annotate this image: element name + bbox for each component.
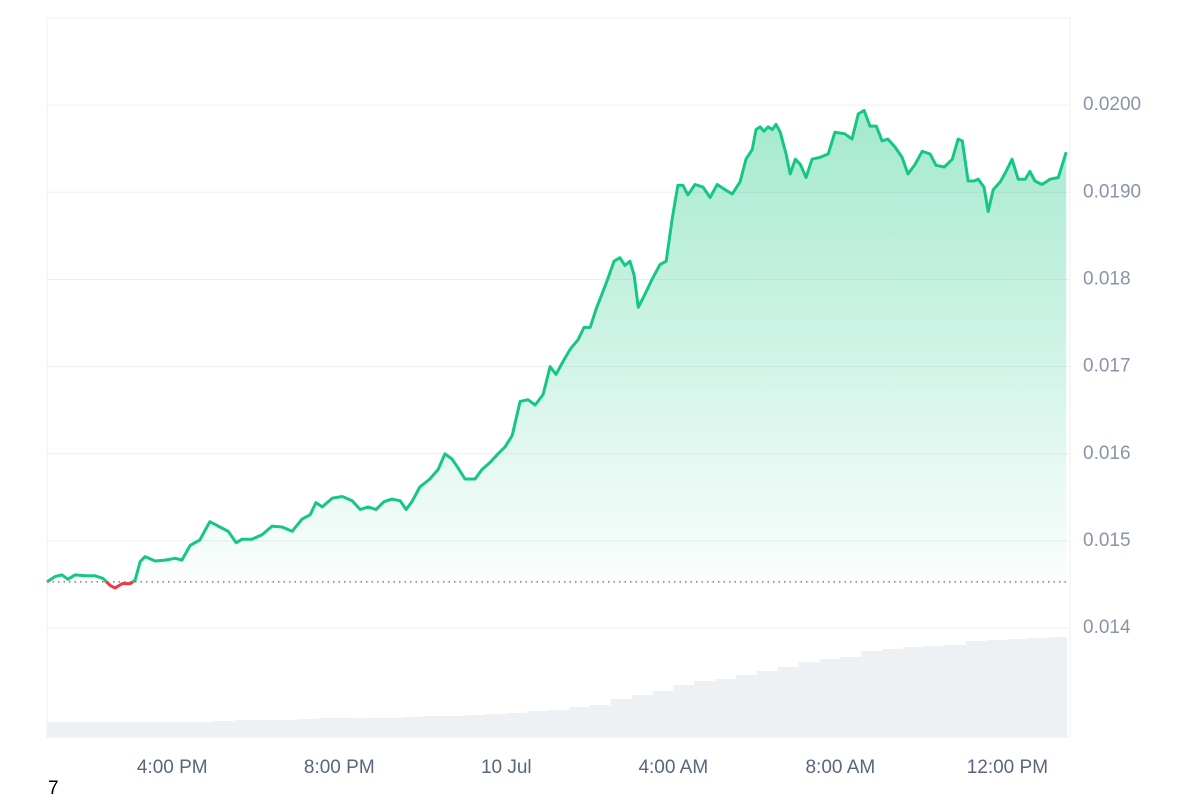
y-tick-label: 0.0200 [1083, 94, 1141, 115]
x-tick-label: 4:00 PM [137, 757, 208, 778]
x-tick-label: 12:00 PM [967, 757, 1048, 778]
y-tick-label: 0.017 [1083, 356, 1131, 377]
volume-bar [422, 716, 444, 737]
volume-bar [485, 714, 507, 737]
y-tick-label: 0.0190 [1083, 181, 1141, 202]
volume-bar [923, 646, 945, 737]
volume-bar [589, 705, 611, 737]
volume-bar [1049, 637, 1067, 737]
volume-bar [777, 667, 799, 737]
volume-bar [610, 699, 632, 737]
volume-bar [965, 641, 987, 737]
volume-bar [67, 722, 89, 737]
volume-bar [297, 719, 319, 737]
volume-bar [568, 707, 590, 737]
volume-bar [318, 718, 340, 737]
x-tick-label: 4:00 AM [638, 757, 708, 778]
volume-bar [506, 713, 528, 737]
volume-bar [1007, 639, 1029, 737]
volume-bar [151, 722, 173, 737]
y-tick-label: 0.015 [1083, 530, 1131, 551]
price-line [46, 108, 1068, 590]
volume-bar [882, 649, 903, 737]
volume-bar [631, 695, 653, 737]
volume-bar [840, 657, 862, 737]
volume-bar [234, 720, 256, 737]
x-tick-label: 10 Jul [481, 757, 532, 778]
volume-bar [527, 711, 549, 737]
volume-bar [109, 722, 131, 737]
x-tick-label: 8:00 PM [304, 757, 375, 778]
volume-bar [360, 718, 382, 737]
volume-bar [172, 722, 194, 737]
volume-bar [88, 722, 110, 737]
price-area [47, 110, 1067, 589]
volume-bar [819, 659, 841, 737]
volume-bar [548, 710, 569, 737]
volume-bar [694, 681, 716, 737]
volume-bar [193, 722, 215, 737]
volume-bar [443, 716, 465, 737]
volume-bar [130, 722, 152, 737]
volume-bar [1028, 638, 1050, 737]
volume-bar [756, 671, 778, 737]
volume-bar [986, 640, 1008, 737]
x-tick-label: 8:00 AM [805, 757, 875, 778]
volume-bar [276, 720, 298, 737]
volume-bar [944, 645, 966, 737]
volume-bar [401, 717, 423, 737]
volume-bar [464, 715, 486, 737]
volume-bar [902, 647, 924, 737]
volume-bar [715, 679, 736, 737]
volume-bar [735, 675, 757, 737]
y-tick-label: 0.016 [1083, 443, 1131, 464]
volume-bar [339, 718, 361, 737]
y-tick-label: 0.014 [1083, 617, 1131, 638]
volume-bar [861, 651, 883, 737]
y-tick-label: 0.018 [1083, 268, 1131, 289]
volume-bar [652, 691, 674, 737]
volume-bar [255, 720, 277, 737]
volume-bar [673, 685, 695, 737]
volume-bar [381, 718, 402, 737]
volume-bar [47, 722, 68, 737]
footnote: 7 [48, 778, 59, 799]
volume-bar [214, 721, 235, 737]
volume-bar [798, 662, 820, 737]
